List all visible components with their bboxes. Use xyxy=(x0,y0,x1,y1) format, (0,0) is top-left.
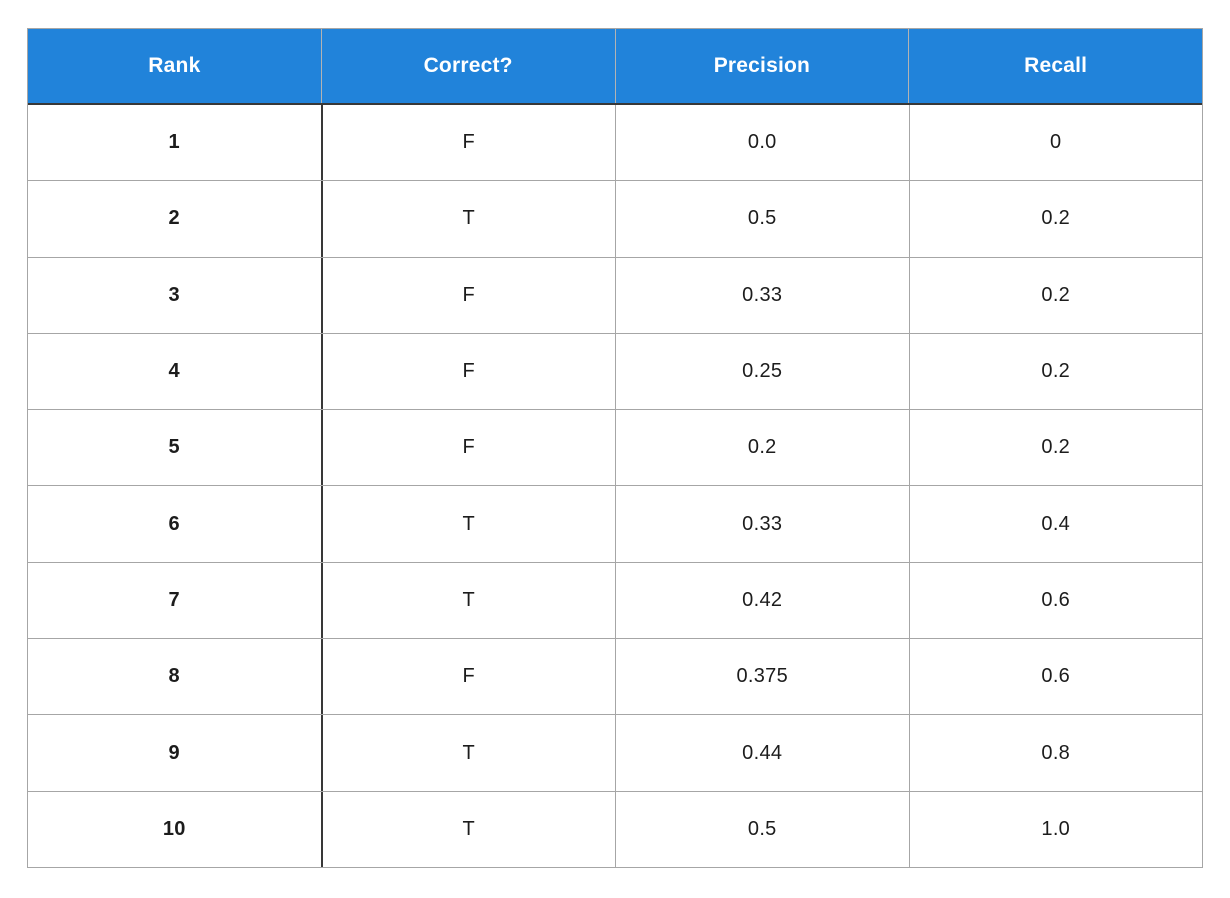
cell-rank: 8 xyxy=(28,639,323,715)
cell-rank: 10 xyxy=(28,791,323,867)
cell-correct: T xyxy=(323,562,616,639)
column-header-correct: Correct? xyxy=(322,29,616,103)
cell-rank: 1 xyxy=(28,105,323,181)
cell-recall: 0.4 xyxy=(1041,512,1071,535)
cell-correct: T xyxy=(323,791,616,867)
cell-precision: 0.375 xyxy=(616,639,910,715)
column-header-recall: Recall xyxy=(1024,54,1088,77)
cell-recall: 1.0 xyxy=(1041,817,1071,840)
cell-recall: 0.2 xyxy=(1041,436,1071,459)
cell-rank: 6 xyxy=(28,486,323,562)
cell-correct: F xyxy=(323,257,616,333)
column-header-precision: Precision xyxy=(616,29,910,103)
cell-rank: 2 xyxy=(28,181,323,257)
table-row: 4 F 0.25 0.2 xyxy=(28,333,1202,411)
column-header-rank: Rank xyxy=(28,29,322,103)
cell-correct: T xyxy=(323,181,616,257)
cell-recall: 0.8 xyxy=(1041,741,1071,764)
cell-precision: 0.33 xyxy=(616,486,910,562)
table-row: 6 T 0.33 0.4 xyxy=(28,486,1202,563)
cell-precision: 0.5 xyxy=(616,791,910,867)
cell-precision: 0.0 xyxy=(616,105,910,181)
cell-recall: 0 xyxy=(1050,131,1062,154)
cell-rank: 4 xyxy=(28,333,323,410)
cell-recall: 0.2 xyxy=(1041,360,1071,383)
table-row: 1 F 0.0 0 xyxy=(28,105,1202,182)
table-row: 7 T 0.42 0.6 xyxy=(28,562,1202,640)
cell-recall: 0.6 xyxy=(1041,588,1071,611)
table-row: 8 F 0.375 0.6 xyxy=(28,639,1202,716)
precision-recall-table: Rank Correct? Precision Recall 1 F 0.0 0… xyxy=(27,28,1203,868)
cell-precision: 0.33 xyxy=(616,257,910,333)
cell-correct: T xyxy=(323,486,616,562)
cell-correct: F xyxy=(323,639,616,715)
cell-recall: 0.6 xyxy=(1041,665,1071,688)
cell-rank: 9 xyxy=(28,715,323,791)
cell-rank: 3 xyxy=(28,257,323,333)
cell-correct: F xyxy=(323,333,616,410)
table-row: 2 T 0.5 0.2 xyxy=(28,181,1202,258)
cell-precision: 0.42 xyxy=(616,562,910,639)
table-row: 9 T 0.44 0.8 xyxy=(28,715,1202,792)
cell-precision: 0.44 xyxy=(616,715,910,791)
cell-recall: 0.2 xyxy=(1041,207,1071,230)
cell-rank: 5 xyxy=(28,410,323,486)
table-header-row: Rank Correct? Precision Recall xyxy=(28,29,1202,105)
cell-recall: 0.2 xyxy=(1041,283,1071,306)
cell-precision: 0.5 xyxy=(616,181,910,257)
cell-precision: 0.2 xyxy=(616,410,910,486)
cell-correct: F xyxy=(323,105,616,181)
table-row: 5 F 0.2 0.2 xyxy=(28,410,1202,487)
cell-correct: T xyxy=(323,715,616,791)
table-row: 3 F 0.33 0.2 xyxy=(28,257,1202,334)
cell-correct: F xyxy=(323,410,616,486)
cell-rank: 7 xyxy=(28,562,323,639)
cell-precision: 0.25 xyxy=(616,333,910,410)
table-row: 10 T 0.5 1.0 xyxy=(28,791,1202,867)
